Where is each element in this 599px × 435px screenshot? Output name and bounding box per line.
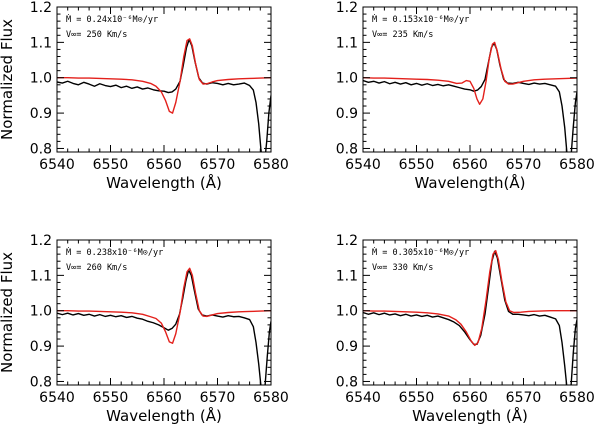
x-tick-label: 6540: [345, 390, 381, 406]
y-tick-label: 1.0: [30, 304, 52, 320]
y-tick-label: 1.1: [336, 35, 358, 51]
chart-panel-2: 6540 6550 6560 6570 6580 0.8 0.9 1.0 1.1 1.2 Wavel…: [336, 0, 595, 192]
x-tick-label: 6550: [93, 157, 129, 173]
model-spectrum-line: [57, 267, 271, 344]
y-axis-label: Normalized Flux: [0, 252, 16, 373]
x-tick-label: 6580: [253, 390, 289, 406]
x-tick-label: 6560: [452, 390, 488, 406]
y-tick-label: 1.1: [336, 268, 358, 284]
y-tick-label: 1.2: [30, 0, 52, 16]
y-tick-label: 1.1: [30, 268, 52, 284]
y-tick-label: 0.9: [30, 339, 52, 355]
chart-panel-4: 6540 6550 6560 6570 6580 0.8 0.9 1.0 1.1 1.2 Wavel…: [336, 233, 595, 425]
terminal-velocity-annotation: V∞= 235 Km/s: [372, 30, 433, 40]
chart-panel-1: 6540 6550 6560 6570 6580 0.8 0.9 1.0 1.1 1.2 Wavel…: [0, 0, 289, 192]
terminal-velocity-annotation: V∞= 330 Km/s: [372, 263, 433, 273]
terminal-velocity-annotation: V∞= 250 Km/s: [66, 30, 127, 40]
x-tick-label: 6560: [452, 157, 488, 173]
x-axis-label: Wavelength (Å): [412, 406, 528, 425]
x-tick-label: 6570: [506, 157, 542, 173]
y-tick-label: 1.0: [336, 304, 358, 320]
x-tick-label: 6540: [345, 157, 381, 173]
x-tick-label: 6580: [253, 157, 289, 173]
plot-frame: [362, 239, 578, 386]
y-tick-label: 0.9: [30, 106, 52, 122]
x-axis-label: Wavelength (Å): [106, 173, 222, 192]
mass-loss-annotation: Ṁ = 0.153x10⁻⁶M⊙/yr: [372, 14, 469, 25]
plot-frame: [56, 239, 272, 386]
x-tick-label: 6560: [146, 390, 182, 406]
observed-spectrum-line: [363, 42, 577, 152]
x-tick-label: 6560: [146, 157, 182, 173]
chart-panel-3: 6540 6550 6560 6570 6580 0.8 0.9 1.0 1.1 1.2 Wavel…: [0, 233, 289, 425]
y-tick-label: 0.9: [336, 106, 358, 122]
x-tick-label: 6580: [559, 157, 595, 173]
y-tick-label: 1.0: [336, 71, 358, 87]
y-tick-label: 1.2: [336, 0, 358, 16]
y-axis-label: Normalized Flux: [0, 19, 16, 140]
model-spectrum-line: [57, 38, 271, 114]
observed-spectrum-line: [363, 250, 577, 385]
y-tick-label: 0.8: [336, 141, 358, 157]
y-tick-label: 1.2: [30, 233, 52, 249]
plot-frame: [56, 6, 272, 153]
y-tick-label: 0.8: [336, 374, 358, 390]
mass-loss-annotation: Ṁ = 0.24x10⁻⁶M⊙/yr: [66, 14, 158, 25]
mass-loss-annotation: Ṁ = 0.238x10⁻⁶M⊙/yr: [66, 247, 163, 258]
x-tick-label: 6540: [39, 390, 75, 406]
x-tick-label: 6550: [399, 390, 435, 406]
y-tick-label: 0.8: [30, 374, 52, 390]
x-axis-label: Wavelength(Å): [415, 173, 526, 192]
terminal-velocity-annotation: V∞= 260 Km/s: [66, 263, 127, 273]
y-tick-label: 0.9: [336, 339, 358, 355]
y-tick-label: 1.0: [30, 71, 52, 87]
y-tick-label: 1.1: [30, 35, 52, 51]
observed-spectrum-line: [57, 38, 271, 152]
y-tick-label: 1.2: [336, 233, 358, 249]
mass-loss-annotation: Ṁ = 0.305x10⁻⁶M⊙/yr: [372, 247, 469, 258]
x-tick-label: 6570: [200, 390, 236, 406]
x-tick-label: 6570: [506, 390, 542, 406]
model-spectrum-line: [363, 249, 577, 347]
x-tick-label: 6570: [200, 157, 236, 173]
x-tick-label: 6550: [399, 157, 435, 173]
model-spectrum-line: [363, 41, 577, 105]
x-axis-label: Wavelength (Å): [106, 406, 222, 425]
x-tick-label: 6580: [559, 390, 595, 406]
x-tick-label: 6540: [39, 157, 75, 173]
x-tick-label: 6550: [93, 390, 129, 406]
y-tick-label: 0.8: [30, 141, 52, 157]
observed-spectrum-line: [57, 269, 271, 385]
